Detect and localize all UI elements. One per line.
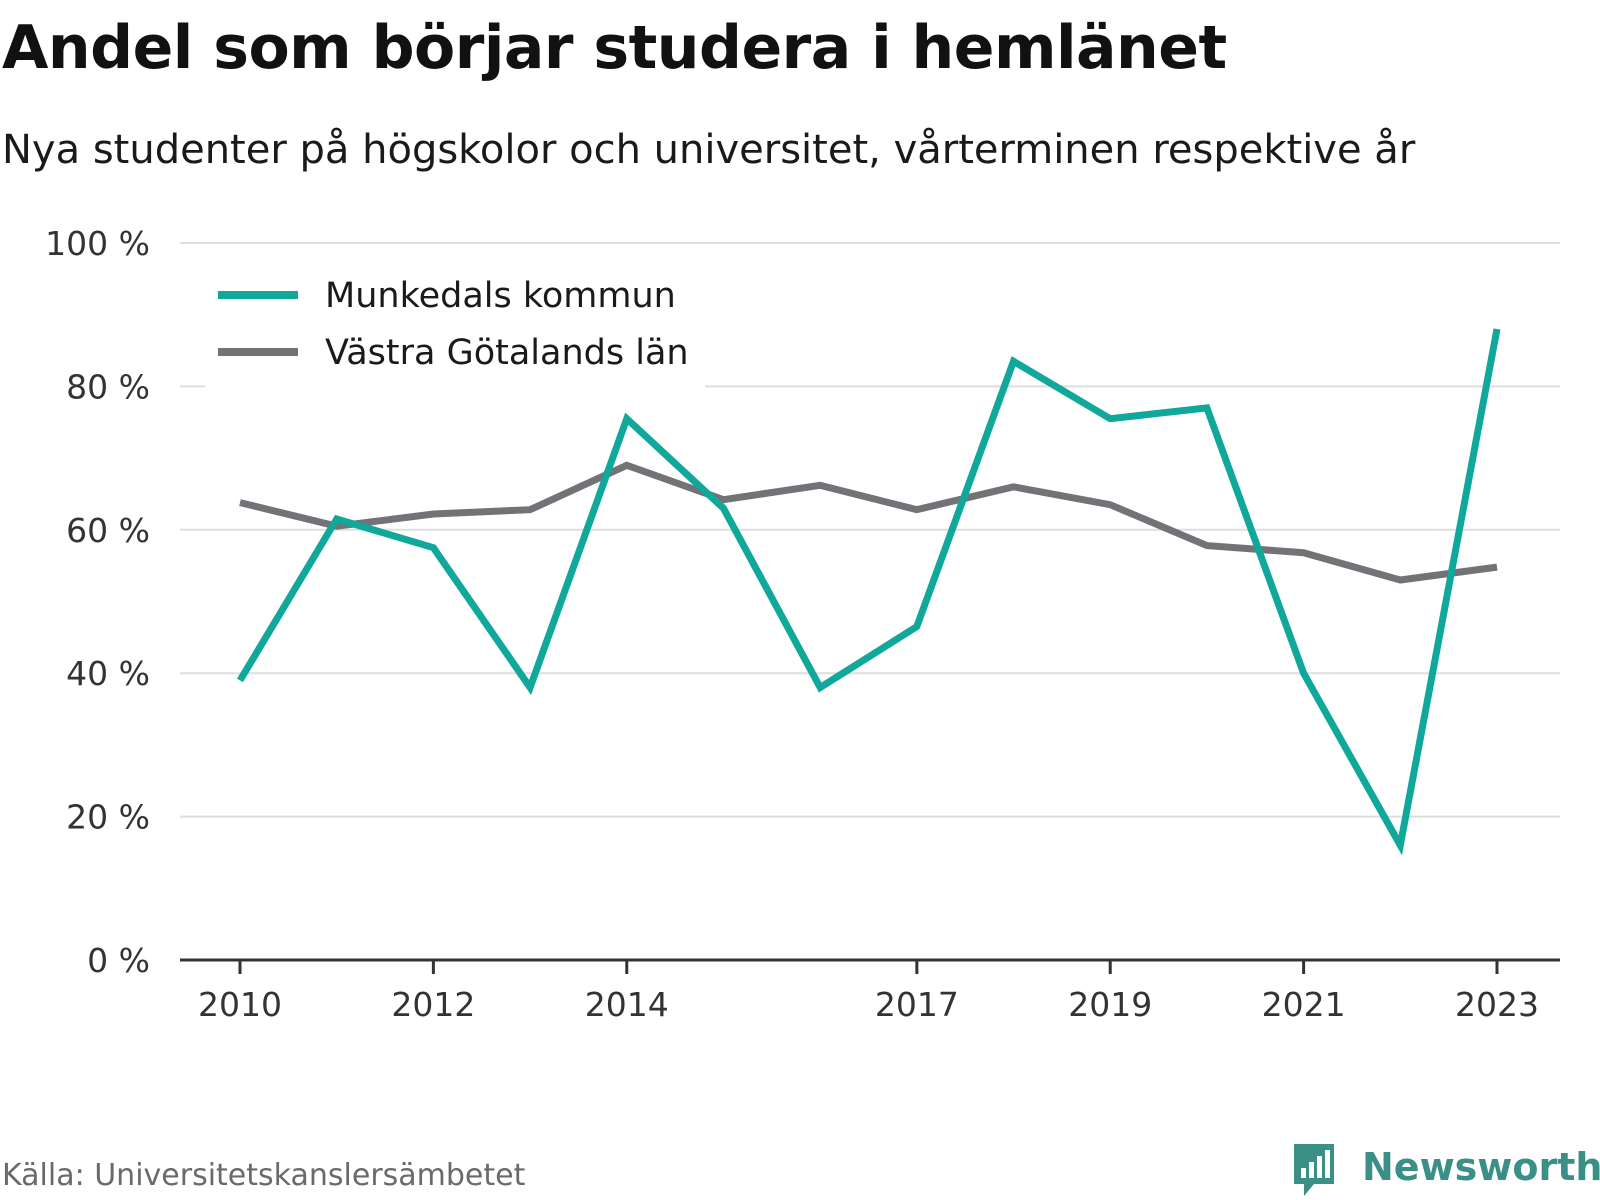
y-tick-label: 60 % bbox=[66, 511, 150, 550]
legend-label: Västra Götalands län bbox=[325, 333, 689, 373]
x-tick-label: 2017 bbox=[875, 985, 959, 1024]
y-tick-label: 20 % bbox=[66, 798, 150, 837]
series-lines bbox=[236, 328, 1501, 856]
x-tick-label: 2012 bbox=[391, 985, 475, 1024]
y-tick-label: 0 % bbox=[87, 941, 150, 980]
line-chart: 0 %20 %40 %60 %80 %100 % 2010 2012 2014 201… bbox=[45, 224, 1560, 1024]
series-line bbox=[236, 328, 1501, 856]
y-tick-label: 100 % bbox=[45, 224, 150, 263]
chart-subtitle: Nya studenter på högskolor och universit… bbox=[2, 127, 1416, 173]
legend: Munkedals kommun Västra Götalands län bbox=[205, 268, 705, 388]
y-axis-ticks: 0 % 20 % 40 % 60 % 80 % 100 % bbox=[45, 224, 150, 980]
chart-title: Andel som börjar studera i hemlänet bbox=[2, 13, 1227, 83]
y-tick-label: 40 % bbox=[66, 654, 150, 693]
brand-logo: Newsworthy bbox=[1290, 1140, 1600, 1200]
legend-label: Munkedals kommun bbox=[325, 276, 676, 316]
x-tick-label: 2010 bbox=[198, 985, 282, 1024]
x-tick-label: 2019 bbox=[1068, 985, 1152, 1024]
source-note: Källa: Universitetskanslersämbetet bbox=[2, 1158, 526, 1193]
newsworthy-logo-icon bbox=[1294, 1144, 1334, 1196]
x-tick-label: 2023 bbox=[1455, 985, 1539, 1024]
legend-background bbox=[205, 268, 705, 388]
x-tick-label: 2014 bbox=[585, 985, 669, 1024]
series-line bbox=[239, 461, 1498, 584]
x-axis: 2010 2012 2014 2017 2019 2021 2023 bbox=[180, 958, 1560, 1024]
y-tick-label: 80 % bbox=[66, 367, 150, 406]
x-tick-label: 2021 bbox=[1262, 985, 1346, 1024]
brand-name: Newsworthy bbox=[1362, 1145, 1600, 1189]
